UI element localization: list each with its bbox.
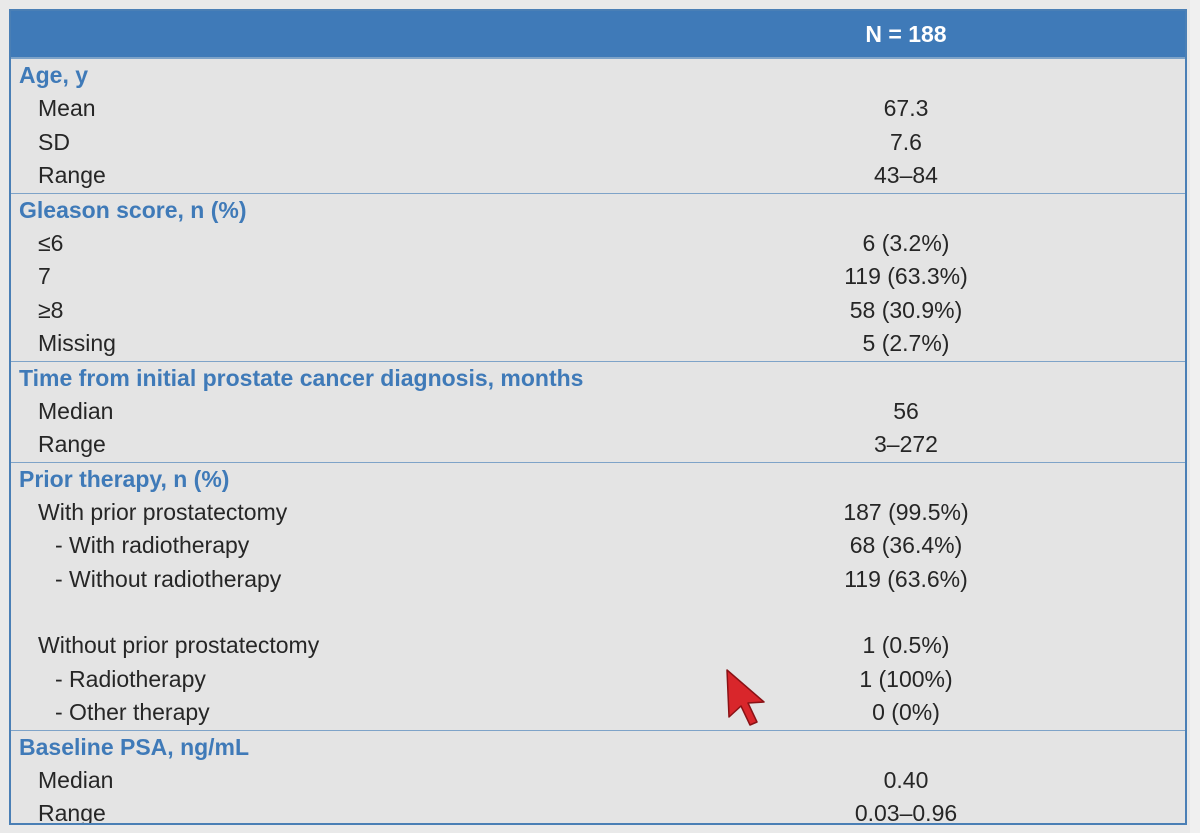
row-label: ≥8 — [38, 296, 64, 323]
row-label: - Without radiotherapy — [55, 565, 282, 592]
section-title: Age, y — [19, 62, 89, 88]
table-row: 7 119 (63.3%) — [11, 260, 1185, 294]
row-label: Range — [38, 431, 106, 458]
table-row: Median 0.40 — [11, 764, 1185, 798]
row-label: - Other therapy — [55, 699, 210, 726]
section-title: Gleason score, n (%) — [19, 196, 247, 223]
table-row: With prior prostatectomy 187 (99.5%) — [11, 496, 1185, 530]
baseline-characteristics-table: N = 188 Age, y Mean 67.3 SD 7.6 Range 43… — [9, 9, 1187, 825]
row-label: Range — [38, 800, 106, 825]
section-title: Prior therapy, n (%) — [19, 465, 230, 492]
row-value: 1 (0.5%) — [862, 632, 950, 659]
table-row: Range 0.03–0.96 — [11, 797, 1185, 825]
row-label: Median — [38, 397, 114, 424]
row-label: With prior prostatectomy — [38, 498, 288, 525]
row-value: 0.03–0.96 — [854, 800, 958, 825]
row-label: Median — [38, 766, 114, 793]
table-row: - Other therapy 0 (0%) — [11, 696, 1185, 730]
pointer-cursor-icon — [726, 669, 765, 726]
table-row: Without prior prostatectomy 1 (0.5%) — [11, 629, 1185, 663]
row-label: Without prior prostatectomy — [38, 632, 320, 659]
row-value: 1 (100%) — [859, 665, 953, 692]
header-n-total: N = 188 — [865, 20, 947, 47]
row-value: 3–272 — [874, 431, 938, 458]
table-row: SD 7.6 — [11, 126, 1185, 160]
row-value: 0 (0%) — [872, 699, 940, 726]
row-label: ≤6 — [38, 229, 64, 256]
table-row: Median 56 — [11, 395, 1185, 429]
section-title: Time from initial prostate cancer diagno… — [19, 364, 584, 391]
row-label: 7 — [38, 263, 51, 290]
table-row: - Radiotherapy 1 (100%) — [11, 663, 1185, 697]
section-age: Age, y — [11, 59, 1185, 92]
row-value: 187 (99.5%) — [843, 498, 969, 525]
table-row: ≥8 58 (30.9%) — [11, 294, 1185, 328]
section-title: Baseline PSA, ng/mL — [19, 733, 250, 760]
row-label: Range — [38, 162, 106, 189]
row-value: 0.40 — [883, 766, 929, 793]
row-value: 6 (3.2%) — [862, 229, 950, 256]
row-value: 119 (63.3%) — [844, 263, 968, 290]
table-body: Age, y Mean 67.3 SD 7.6 Range 43–84 Glea… — [11, 57, 1185, 825]
section-gleason-score: Gleason score, n (%) — [11, 192, 1185, 227]
table-row: ≤6 6 (3.2%) — [11, 227, 1185, 261]
section-prior-therapy: Prior therapy, n (%) — [11, 461, 1185, 496]
row-label: Mean — [38, 95, 96, 122]
table-row: Mean 67.3 — [11, 92, 1185, 126]
table-row: - With radiotherapy 68 (36.4%) — [11, 529, 1185, 563]
right-edge-strip — [1190, 0, 1200, 833]
row-value: 119 (63.6%) — [844, 565, 968, 592]
table-row: Missing 5 (2.7%) — [11, 327, 1185, 361]
row-value: 58 (30.9%) — [849, 296, 963, 323]
table-header: N = 188 — [11, 11, 1185, 57]
row-value: 56 — [893, 397, 919, 424]
row-value: 5 (2.7%) — [862, 330, 950, 357]
row-value: 67.3 — [883, 95, 929, 122]
table-row: - Without radiotherapy 119 (63.6%) — [11, 563, 1185, 597]
row-spacer — [11, 596, 1185, 629]
row-value: 7.6 — [890, 128, 922, 155]
table-row: Range 3–272 — [11, 428, 1185, 462]
row-value: 43–84 — [874, 162, 938, 189]
section-baseline-psa: Baseline PSA, ng/mL — [11, 729, 1185, 764]
row-label: SD — [38, 128, 70, 155]
row-label: Missing — [38, 330, 116, 357]
row-label: - Radiotherapy — [55, 665, 206, 692]
section-time-from-diagnosis: Time from initial prostate cancer diagno… — [11, 360, 1185, 395]
table-row: Range 43–84 — [11, 159, 1185, 193]
row-value: 68 (36.4%) — [849, 532, 963, 559]
row-label: - With radiotherapy — [55, 532, 250, 559]
